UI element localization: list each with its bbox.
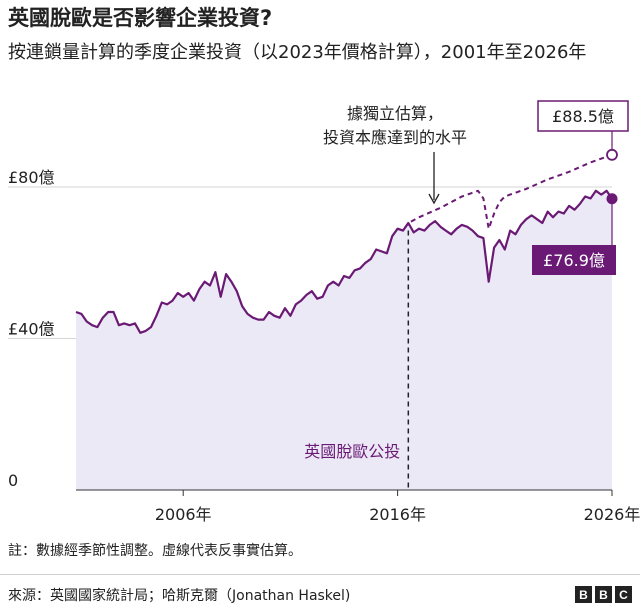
y-tick-label: £80億	[8, 168, 55, 187]
chart-subtitle: 按連鎖量計算的季度企業投資（以2023年價格計算），2001年至2026年	[8, 42, 587, 63]
cf-annotation-line: 投資本應達到的水平	[323, 128, 467, 147]
bbc-logo: B B C	[575, 586, 632, 603]
cf-value-box	[537, 100, 629, 132]
actual-value-box	[532, 245, 616, 275]
actual-value-label: £76.9億	[543, 251, 605, 270]
x-tick-label: 2006年	[155, 505, 212, 524]
annotation-arrow-head	[428, 193, 440, 205]
x-tick-label: 2026年	[584, 505, 640, 524]
y-tick-label: 0	[8, 471, 18, 490]
referendum-label: 英國脫歐公投	[304, 442, 400, 461]
chart-title: 英國脫歐是否影響企業投資?	[8, 6, 273, 30]
counterfactual-line	[397, 153, 613, 232]
footnote: 註：數據經季節性調整。虛線代表反事實估算。	[8, 543, 302, 559]
y-tick-label: £40億	[8, 320, 55, 339]
actual-endpoint	[606, 193, 618, 205]
footer-divider	[0, 574, 640, 575]
counterfactual-endpoint	[606, 148, 618, 161]
logo-letter: B	[595, 586, 612, 603]
x-tick-label: 2016年	[369, 505, 426, 524]
logo-letter: C	[615, 586, 632, 603]
cf-annotation-line: 據獨立估算，	[347, 104, 443, 123]
cf-value-label: £88.5億	[552, 107, 614, 126]
area-fill	[76, 190, 612, 491]
actual-line	[75, 189, 613, 334]
source-credit: 來源：英國國家統計局；哈斯克爾（Jonathan Haskel)	[8, 588, 351, 604]
logo-letter: B	[575, 586, 592, 603]
